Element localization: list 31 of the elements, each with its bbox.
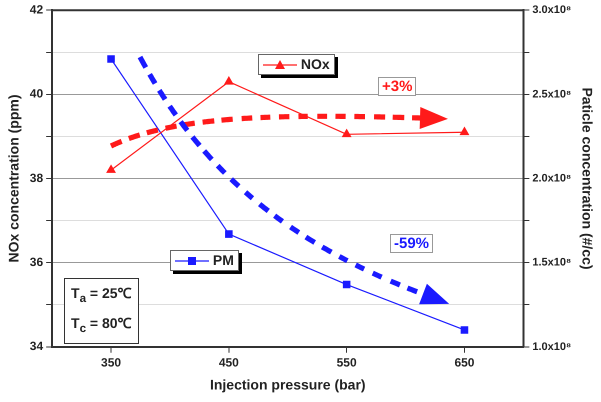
y-axis-title: NOx concentration (ppm)	[5, 94, 22, 263]
y-tick-label: 36	[30, 254, 44, 269]
y2-tick-label: 2.5x10⁸	[532, 88, 572, 100]
annotation: T$_{a}$ = 25℃	[71, 284, 132, 307]
x-axis-title: Injection pressure (bar)	[210, 376, 366, 392]
y2-tick-label: 2.0x10⁸	[532, 172, 572, 185]
point	[460, 127, 469, 136]
y2-tick-label: 1.0x10⁸	[532, 340, 572, 353]
x-tick-label: 450	[218, 355, 240, 370]
y2-axis-title: Paticle concentration (#/cc)	[580, 87, 596, 270]
annotation: +3%	[378, 77, 416, 96]
annotation: T$_{c}$ = 80℃	[71, 314, 132, 337]
y2-tick-label: 3.0x10⁸	[532, 4, 572, 16]
legend-label: NOx	[300, 56, 330, 72]
point	[225, 230, 233, 238]
x-tick-label: 550	[336, 355, 357, 370]
annotation: -59%	[390, 234, 434, 253]
x-tick-label: 350	[101, 355, 122, 370]
x-tick-label: 650	[454, 355, 475, 370]
point	[107, 55, 115, 63]
y-tick-label: 42	[30, 2, 44, 17]
point	[106, 164, 116, 173]
point	[224, 76, 234, 85]
point	[460, 326, 468, 334]
point	[342, 129, 352, 138]
y2-tick-label: 1.5x10⁸	[532, 256, 572, 269]
y-tick-label: 40	[30, 86, 44, 101]
y-tick-label: 38	[30, 170, 44, 185]
point	[342, 280, 350, 288]
y-tick-label: 34	[30, 339, 44, 354]
legend-label: PM	[212, 252, 234, 268]
